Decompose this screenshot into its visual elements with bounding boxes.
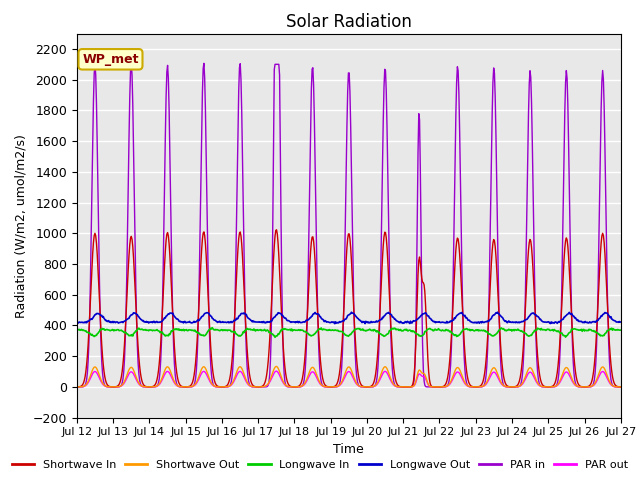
PAR in: [127, 60, 135, 66]
Line: PAR in: PAR in: [77, 63, 621, 387]
PAR in: [195, 307, 202, 312]
Longwave Out: [83, 320, 90, 325]
Longwave Out: [331, 321, 339, 326]
Longwave Out: [194, 317, 202, 323]
Longwave Out: [223, 320, 230, 325]
PAR out: [83, 382, 90, 387]
Shortwave Out: [83, 381, 90, 387]
Longwave Out: [73, 319, 81, 325]
PAR out: [431, 384, 439, 390]
PAR out: [223, 384, 230, 390]
PAR out: [139, 384, 147, 389]
Text: WP_met: WP_met: [82, 53, 139, 66]
X-axis label: Time: Time: [333, 443, 364, 456]
PAR in: [140, 384, 147, 390]
PAR out: [416, 371, 424, 377]
Longwave In: [139, 327, 147, 333]
Longwave Out: [416, 314, 424, 320]
Longwave Out: [431, 320, 439, 325]
Line: Longwave Out: Longwave Out: [77, 312, 621, 324]
Longwave In: [271, 335, 279, 340]
Longwave In: [617, 327, 625, 333]
Shortwave Out: [194, 376, 202, 382]
Longwave In: [194, 330, 202, 336]
PAR in: [223, 384, 231, 390]
Shortwave In: [273, 227, 280, 233]
Shortwave Out: [416, 367, 424, 373]
Longwave In: [73, 327, 81, 333]
PAR out: [73, 384, 81, 390]
Line: Shortwave In: Shortwave In: [77, 230, 621, 387]
Shortwave Out: [273, 363, 280, 369]
Shortwave Out: [139, 384, 147, 389]
Longwave In: [83, 329, 90, 335]
Line: Longwave In: Longwave In: [77, 328, 621, 337]
Shortwave In: [83, 361, 90, 367]
Shortwave In: [416, 254, 424, 260]
Shortwave Out: [223, 384, 230, 390]
Longwave In: [417, 333, 424, 339]
Longwave Out: [617, 319, 625, 325]
Line: PAR out: PAR out: [77, 371, 621, 387]
Longwave In: [433, 327, 440, 333]
PAR in: [83, 376, 90, 382]
Longwave In: [209, 325, 216, 331]
PAR in: [617, 384, 625, 390]
Shortwave In: [223, 383, 230, 389]
Shortwave In: [73, 384, 81, 390]
PAR in: [416, 117, 424, 123]
Shortwave In: [194, 325, 202, 331]
Legend: Shortwave In, Shortwave Out, Longwave In, Longwave Out, PAR in, PAR out: Shortwave In, Shortwave Out, Longwave In…: [7, 456, 633, 474]
Longwave In: [223, 328, 231, 334]
Y-axis label: Radiation (W/m2, umol/m2/s): Radiation (W/m2, umol/m2/s): [14, 133, 27, 318]
Title: Solar Radiation: Solar Radiation: [286, 12, 412, 31]
Shortwave Out: [431, 384, 439, 390]
Shortwave In: [617, 384, 625, 390]
PAR out: [273, 368, 280, 374]
Shortwave In: [431, 384, 439, 390]
PAR out: [617, 384, 625, 390]
Shortwave Out: [73, 384, 81, 390]
PAR out: [194, 378, 202, 384]
Longwave Out: [139, 318, 147, 324]
Longwave Out: [493, 309, 501, 315]
Line: Shortwave Out: Shortwave Out: [77, 366, 621, 387]
PAR in: [73, 384, 81, 390]
Shortwave Out: [617, 384, 625, 390]
PAR in: [431, 384, 439, 390]
Shortwave In: [139, 380, 147, 386]
